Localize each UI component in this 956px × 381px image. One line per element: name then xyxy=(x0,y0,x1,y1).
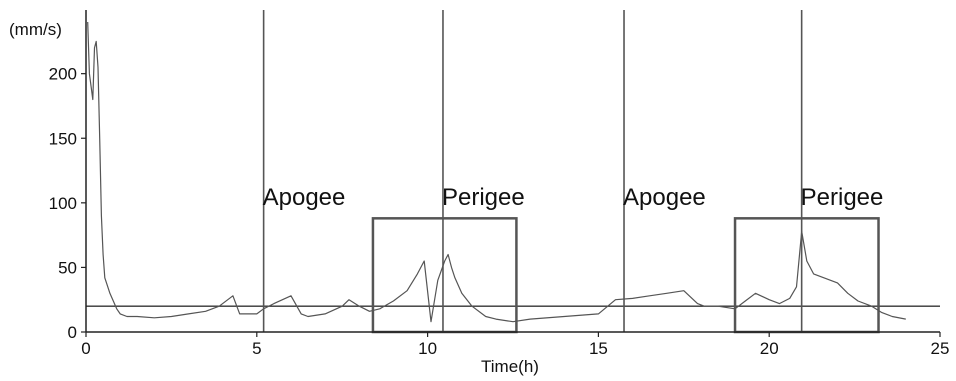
y-tick-label-2: 100 xyxy=(49,194,77,213)
x-tick-label-0: 0 xyxy=(81,339,90,358)
x-tick-label-2: 10 xyxy=(418,339,437,358)
y-tick-label-1: 50 xyxy=(58,258,77,277)
event-lines-layer: Apogee Perigee Apogee Perigee xyxy=(263,10,884,332)
x-axis-label: Time(h) xyxy=(481,357,539,376)
x-tick-label-5: 25 xyxy=(931,339,950,358)
y-axis-label: (mm/s) xyxy=(9,20,62,39)
x-tick-label-3: 15 xyxy=(589,339,608,358)
event-label-perigee-1: Perigee xyxy=(442,184,525,211)
event-label-apogee-2: Apogee xyxy=(623,184,706,211)
x-tick-label-4: 20 xyxy=(760,339,779,358)
x-tick-label-1: 5 xyxy=(252,339,261,358)
highlight-box-1 xyxy=(733,217,880,334)
series-line-0 xyxy=(87,21,906,323)
y-tick-label-0: 0 xyxy=(68,323,77,342)
series-layer xyxy=(87,21,906,323)
y-tick-label-4: 200 xyxy=(49,65,77,84)
y-tick-label-3: 150 xyxy=(49,129,77,148)
event-label-apogee-0: Apogee xyxy=(263,184,346,211)
highlight-box-0 xyxy=(371,217,518,334)
event-label-perigee-3: Perigee xyxy=(801,184,884,211)
axes-layer: 0 5 10 15 20 25 0 50 100 150 200 xyxy=(49,10,950,358)
